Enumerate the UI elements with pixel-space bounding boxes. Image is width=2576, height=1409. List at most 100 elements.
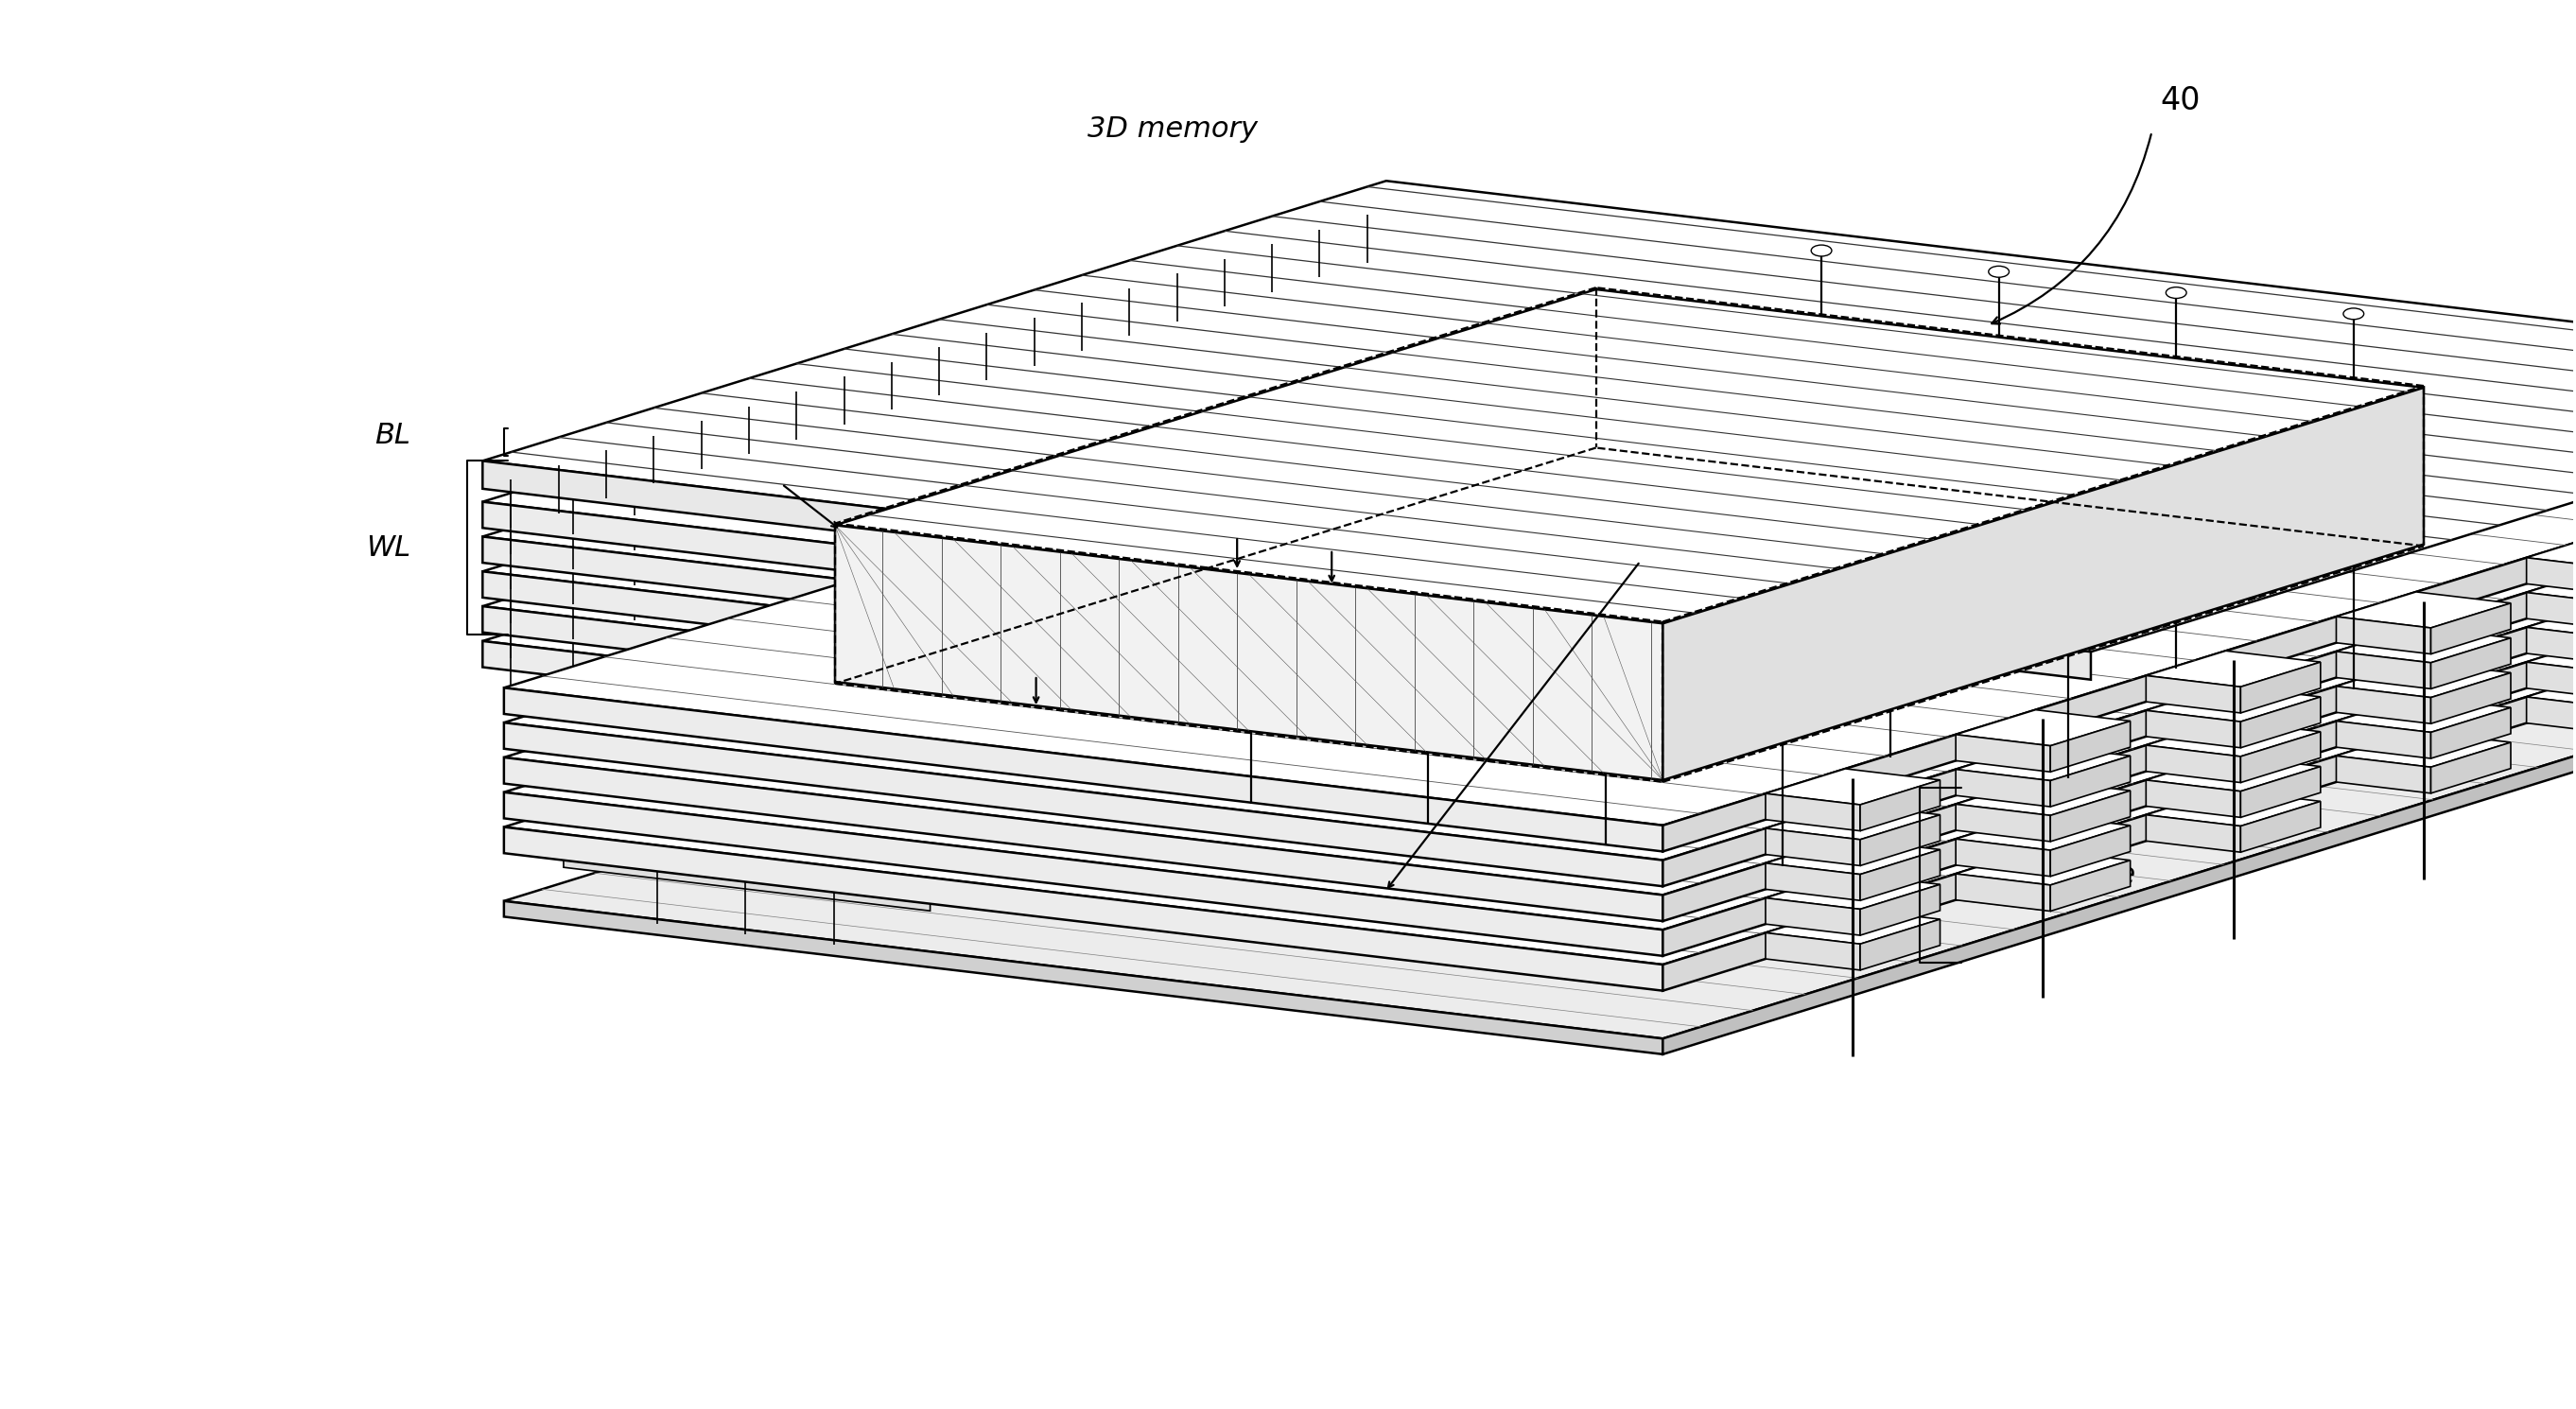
Polygon shape <box>1425 696 1463 703</box>
Polygon shape <box>1664 517 2576 955</box>
Polygon shape <box>1765 803 1940 840</box>
Polygon shape <box>505 275 2576 826</box>
Polygon shape <box>505 758 1664 921</box>
Polygon shape <box>1765 874 1940 909</box>
Polygon shape <box>868 761 1247 807</box>
Polygon shape <box>2527 603 2576 638</box>
Polygon shape <box>564 858 930 910</box>
Polygon shape <box>2241 731 2321 782</box>
Polygon shape <box>1664 413 2576 851</box>
Polygon shape <box>1765 907 1940 944</box>
Polygon shape <box>835 526 1664 781</box>
Polygon shape <box>1955 744 2130 781</box>
Polygon shape <box>2432 638 2512 689</box>
Text: Gate: Gate <box>1628 531 1687 555</box>
Polygon shape <box>966 837 1005 845</box>
Circle shape <box>1242 421 1262 433</box>
Polygon shape <box>1664 387 2424 781</box>
Polygon shape <box>2241 697 2321 748</box>
Circle shape <box>2058 396 2079 407</box>
Polygon shape <box>482 461 2092 679</box>
Polygon shape <box>1020 713 1399 761</box>
Polygon shape <box>1860 781 1940 831</box>
Polygon shape <box>1273 743 1311 751</box>
Polygon shape <box>1955 710 2130 745</box>
Polygon shape <box>505 792 1664 955</box>
Polygon shape <box>943 769 981 776</box>
Polygon shape <box>1121 790 1157 797</box>
Circle shape <box>1880 376 1901 387</box>
Polygon shape <box>1324 620 1703 666</box>
Polygon shape <box>2336 617 2432 654</box>
Polygon shape <box>2336 592 2512 628</box>
Polygon shape <box>1020 717 1386 769</box>
Polygon shape <box>716 812 1082 864</box>
FancyArrowPatch shape <box>1991 134 2151 324</box>
Polygon shape <box>505 827 1664 991</box>
Polygon shape <box>1095 721 1133 730</box>
Polygon shape <box>1182 733 1221 740</box>
Polygon shape <box>726 874 765 882</box>
Polygon shape <box>835 289 2424 623</box>
Polygon shape <box>2336 686 2432 724</box>
Polygon shape <box>482 572 933 651</box>
Polygon shape <box>1955 874 2050 912</box>
Polygon shape <box>2050 861 2130 912</box>
Polygon shape <box>2146 814 2241 852</box>
Polygon shape <box>2146 790 2321 826</box>
Polygon shape <box>1955 805 2050 841</box>
Polygon shape <box>482 641 933 720</box>
Polygon shape <box>1765 769 1940 805</box>
Circle shape <box>1703 355 1723 366</box>
Polygon shape <box>1955 769 2050 807</box>
Polygon shape <box>505 688 1664 851</box>
Polygon shape <box>2336 696 2512 733</box>
Polygon shape <box>1476 572 1855 619</box>
Polygon shape <box>2241 802 2321 852</box>
Polygon shape <box>2146 781 2241 817</box>
Polygon shape <box>1638 590 1677 599</box>
Text: A: A <box>1226 502 1247 530</box>
Polygon shape <box>2146 755 2321 792</box>
Polygon shape <box>2432 707 2512 758</box>
Polygon shape <box>1030 779 1069 788</box>
Polygon shape <box>1765 933 1860 971</box>
Polygon shape <box>1860 850 1940 900</box>
Polygon shape <box>1955 814 2130 850</box>
Text: B: B <box>1321 514 1342 542</box>
Circle shape <box>1772 485 1793 496</box>
Polygon shape <box>482 327 1837 659</box>
Polygon shape <box>2146 745 2241 782</box>
Polygon shape <box>2527 627 2576 665</box>
Text: 40: 40 <box>2159 86 2200 117</box>
Polygon shape <box>2527 637 2576 674</box>
Circle shape <box>1989 266 2009 278</box>
Polygon shape <box>1860 814 1940 865</box>
Polygon shape <box>2146 675 2241 713</box>
Text: 3D memory: 3D memory <box>1087 116 1257 142</box>
Polygon shape <box>2241 662 2321 713</box>
Polygon shape <box>2432 672 2512 724</box>
Polygon shape <box>482 502 933 582</box>
Polygon shape <box>2527 593 2576 630</box>
Polygon shape <box>1577 648 1615 657</box>
Polygon shape <box>1172 669 1538 723</box>
Polygon shape <box>2336 627 2512 662</box>
Polygon shape <box>2336 661 2512 697</box>
Polygon shape <box>2527 558 2576 595</box>
Polygon shape <box>482 256 1837 590</box>
Polygon shape <box>1399 627 1437 635</box>
Polygon shape <box>716 807 1095 855</box>
Polygon shape <box>1172 666 1551 713</box>
Polygon shape <box>1486 638 1525 645</box>
Circle shape <box>2166 287 2187 299</box>
Polygon shape <box>1551 581 1589 588</box>
Polygon shape <box>1728 602 1767 609</box>
Circle shape <box>1525 334 1546 345</box>
Polygon shape <box>2336 721 2432 758</box>
Polygon shape <box>505 489 2576 1038</box>
Polygon shape <box>2336 731 2512 766</box>
Polygon shape <box>2146 720 2321 757</box>
Polygon shape <box>1664 482 2576 921</box>
Polygon shape <box>1955 779 2130 816</box>
